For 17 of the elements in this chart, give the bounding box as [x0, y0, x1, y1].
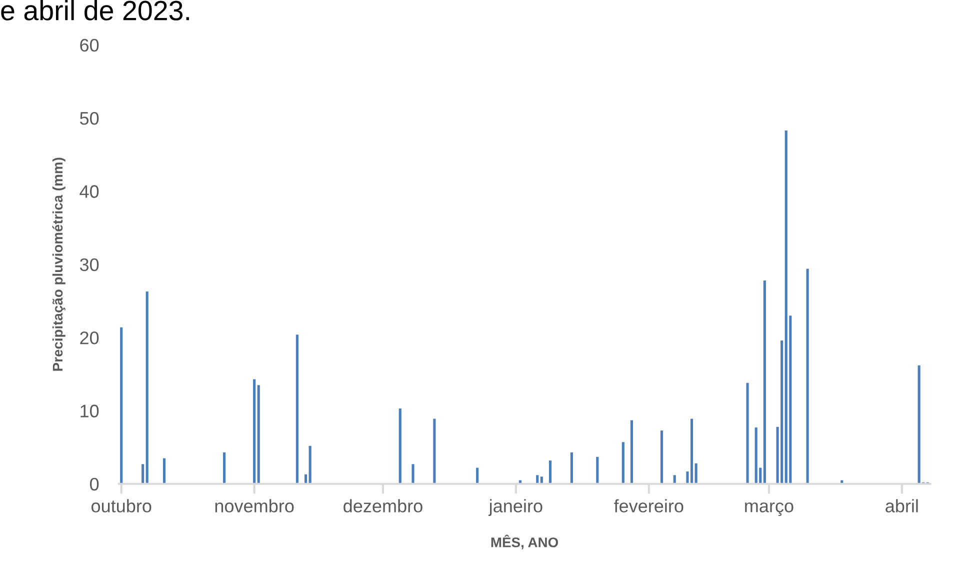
x-tick-label: dezembro — [344, 499, 422, 512]
y-tick-label: 10 — [80, 404, 99, 418]
y-tick-label: 20 — [80, 331, 99, 344]
x-axis-title: MÊS, ANO — [491, 534, 558, 550]
x-tick-label: abril — [886, 499, 918, 512]
text: e abril de 2023. — [1, 0, 189, 20]
x-tick-label: janeiro — [488, 499, 542, 516]
y-tick-label: 50 — [80, 112, 99, 125]
y-axis-title: Precipitação pluviométrica (mm) — [52, 158, 66, 371]
y-tick-label: 0 — [90, 478, 99, 491]
x-tick-label: março — [745, 502, 794, 516]
y-tick-label: 60 — [80, 38, 99, 52]
x-tick-label: outubro — [92, 499, 152, 512]
y-tick-label: 30 — [80, 258, 99, 272]
y-tick-label: 40 — [80, 185, 99, 198]
x-tick-label: fevereiro — [614, 499, 684, 512]
x-tick-label: novembro — [215, 499, 294, 512]
